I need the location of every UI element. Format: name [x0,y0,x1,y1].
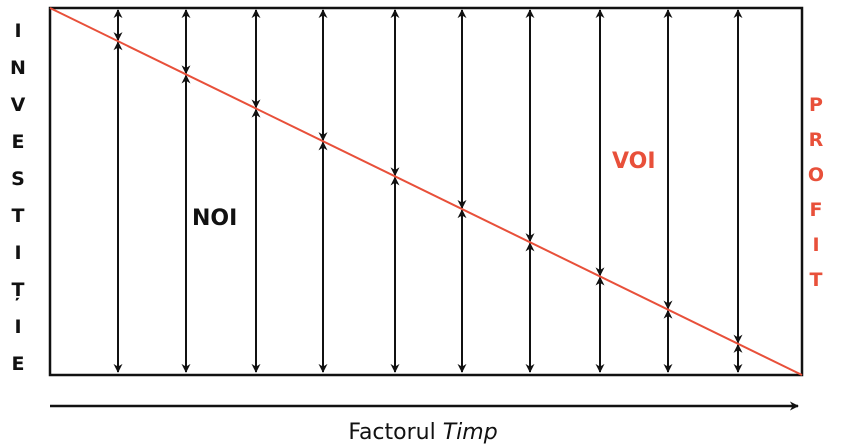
voi-label: VOI [612,149,656,174]
x-label-word: Factorul [348,420,436,445]
left-label: INVESTIȚIE [7,20,29,390]
diagonal [49,7,803,376]
frame [48,6,804,377]
x-axis-label: Factorul Timp [0,420,846,445]
noi-label: NOI [192,206,238,231]
right-label: PROFIT [805,94,827,304]
x-label-italic: Timp [442,420,498,445]
arrows [113,9,743,373]
